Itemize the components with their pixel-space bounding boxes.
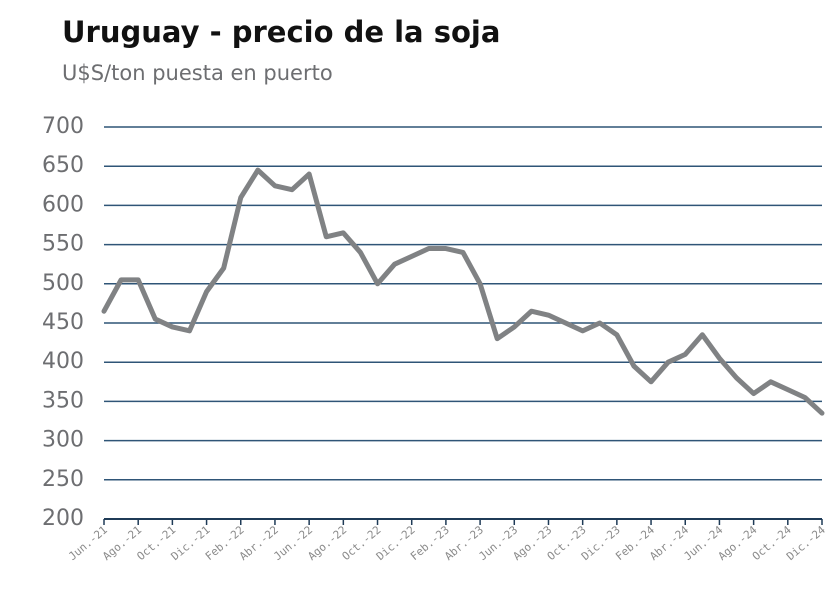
line	[101, 167, 825, 416]
y-tick-label: 300	[42, 428, 84, 453]
y-tick-label: 550	[42, 232, 84, 257]
x-tick-label: Dic.-24	[784, 523, 828, 563]
chart-subtitle: U$S/ton puesta en puerto	[62, 61, 333, 85]
y-tick-label: 700	[42, 114, 84, 139]
y-tick-label: 250	[42, 467, 84, 492]
y-tick-label: 600	[42, 192, 84, 217]
y-tick-label: 500	[42, 271, 84, 296]
y-tick-label: 400	[42, 349, 84, 374]
y-tick-label: 450	[42, 310, 84, 335]
y-tick-label: 650	[42, 153, 84, 178]
y-tick-label: 350	[42, 388, 84, 413]
y-tick-label: 200	[42, 506, 84, 531]
chart-title: Uruguay - precio de la soja	[62, 15, 500, 49]
